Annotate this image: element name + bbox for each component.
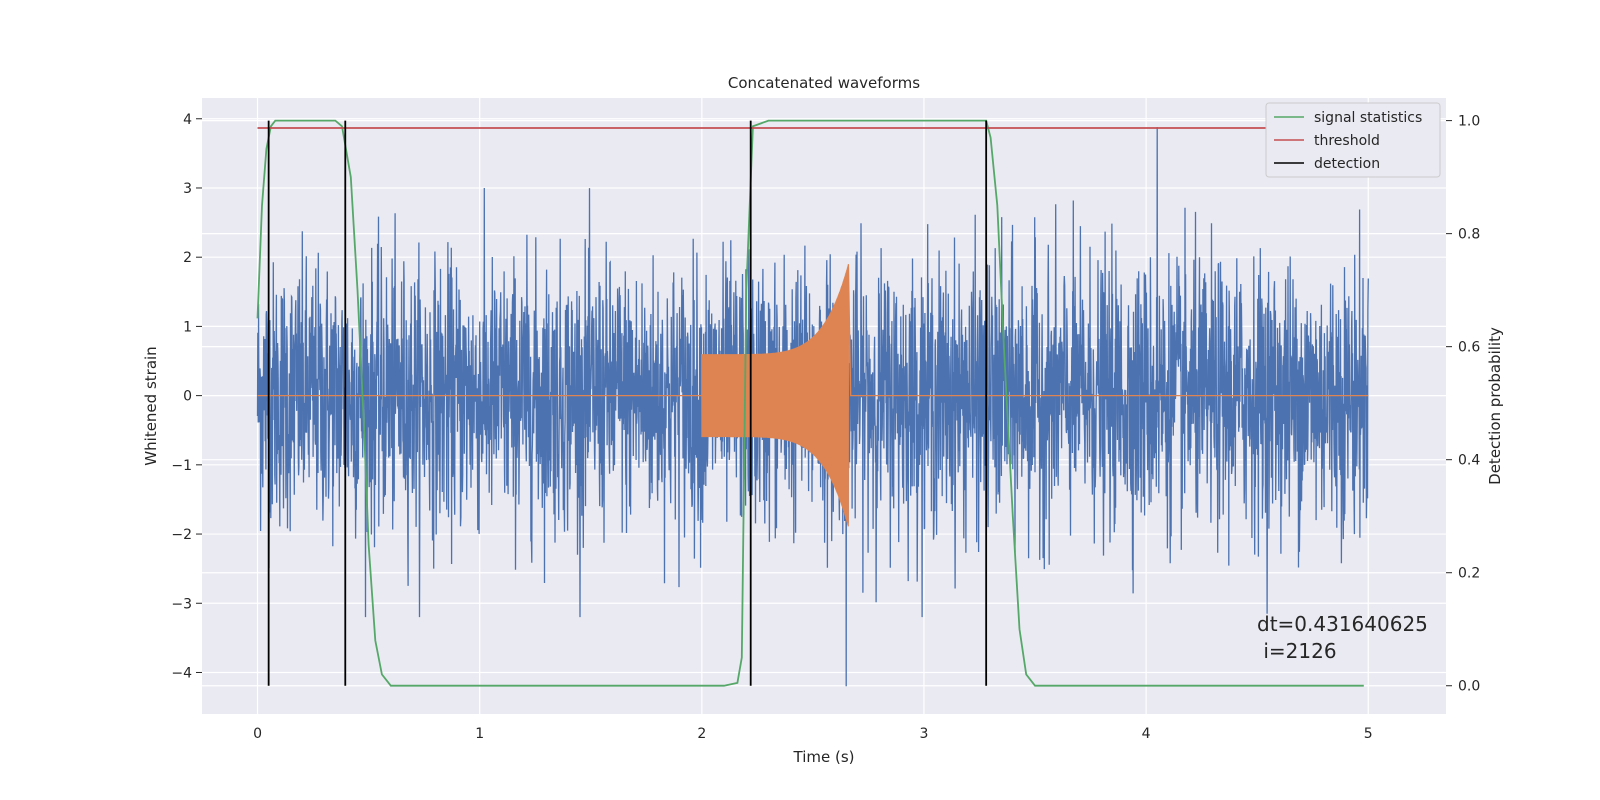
x-tick-label: 0: [253, 726, 262, 742]
annotation-line: i=2126: [1257, 639, 1337, 663]
injection-trace: [257, 264, 1369, 527]
x-axis-ticks: 0 1 2 3 4 5: [253, 726, 1373, 742]
y-left-tick-label: 3: [183, 181, 192, 197]
y-right-tick-label: 0.8: [1458, 227, 1480, 243]
y-left-tick-label: 0: [183, 389, 192, 405]
y-left-tick-label: 4: [183, 112, 192, 128]
y-left-tick-label: 2: [183, 250, 192, 266]
x-tick-label: 3: [920, 726, 929, 742]
legend-box: [1265, 102, 1441, 178]
y-right-tick-label: 0.4: [1458, 453, 1480, 469]
series-layer: [256, 119, 1369, 687]
y-left-tick-label: −4: [171, 665, 192, 681]
annotation-line: dt=0.431640625: [1257, 612, 1428, 636]
y-left-tick-label: 1: [183, 319, 192, 335]
y-left-tick-label: −1: [171, 458, 192, 474]
annotation-text: dt=0.431640625 i=2126: [1257, 612, 1428, 663]
legend-label-signal-statistics: signal statistics: [1314, 110, 1422, 126]
legend-label-threshold: threshold: [1314, 133, 1380, 149]
y-left-tick-label: −3: [171, 596, 192, 612]
signal-statistics-line: [256, 119, 1364, 687]
chart-title: Concatenated waveforms: [728, 74, 920, 92]
y-right-axis-ticks: 0.0 0.2 0.4 0.6 0.8 1.0: [1446, 114, 1480, 695]
legend-label-detection: detection: [1314, 156, 1380, 172]
legend: signal statistics threshold detection: [1265, 102, 1441, 178]
y-left-axis-label: Whitened strain: [142, 346, 160, 465]
x-tick-label: 2: [697, 726, 706, 742]
y-right-tick-label: 0.0: [1458, 679, 1480, 695]
y-right-tick-label: 0.2: [1458, 566, 1480, 582]
x-axis-label: Time (s): [793, 748, 855, 766]
y-left-tick-label: −2: [171, 527, 192, 543]
y-left-axis-ticks: −4 −3 −2 −1 0 1 2 3 4: [171, 112, 202, 681]
y-right-tick-label: 1.0: [1458, 114, 1480, 130]
injection-layer: [257, 264, 1369, 527]
y-right-axis-label: Detection probability: [1486, 327, 1504, 485]
x-tick-label: 5: [1364, 726, 1373, 742]
y-right-tick-label: 0.6: [1458, 340, 1480, 356]
x-tick-label: 4: [1142, 726, 1151, 742]
x-tick-label: 1: [475, 726, 484, 742]
